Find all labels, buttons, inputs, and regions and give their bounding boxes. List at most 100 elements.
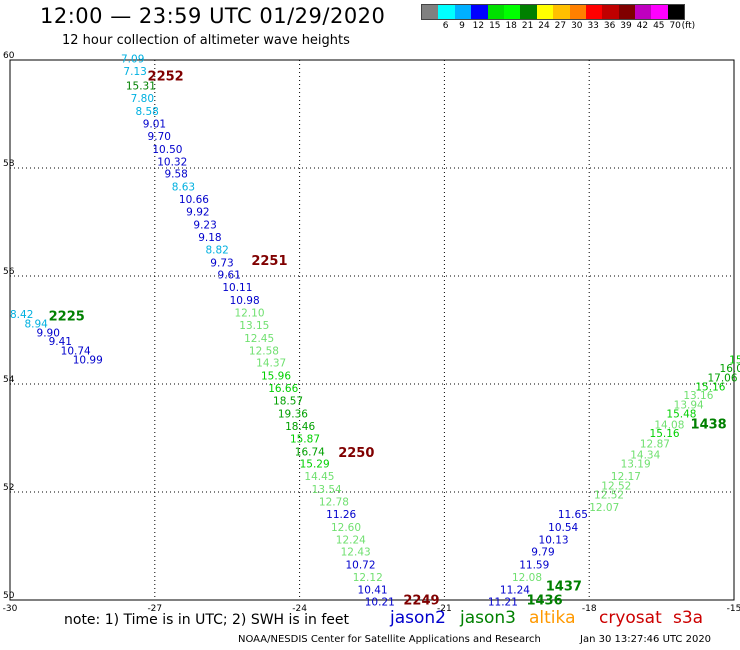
wave-height-label: 10.13 (539, 534, 569, 546)
wave-height-label: 10.41 (358, 585, 388, 597)
wave-height-label: 12.10 (234, 308, 264, 320)
wave-height-label: 12.12 (353, 572, 383, 584)
y-tick-label: 50 (3, 591, 15, 601)
wave-height-label: 10.98 (230, 295, 260, 307)
wave-height-label: 18.57 (273, 396, 303, 408)
legend-swatch (585, 5, 603, 19)
legend-label: 12 (472, 21, 485, 31)
wave-height-label: 12.08 (512, 572, 542, 584)
wave-height-label: 9.70 (148, 131, 171, 143)
y-tick-label: 54 (3, 375, 15, 385)
wave-height-label: 12.07 (589, 502, 619, 514)
wave-height-label: 12.43 (341, 547, 371, 559)
wave-height-label: 14.45 (304, 471, 334, 483)
wave-height-label: 12.52 (594, 489, 624, 501)
wave-height-label: 9.79 (531, 547, 554, 559)
pass-number-label: 1437 (546, 579, 582, 594)
legend-swatch (569, 5, 586, 19)
color-legend-labels: 6 9 12 15 18 21 24 27 30 33 36 39 42 45 70 (ft) (421, 21, 740, 35)
legend-label: 33 (587, 21, 599, 31)
wave-height-label: 10.50 (152, 144, 182, 156)
satellite-name: altika (529, 608, 576, 628)
pass-number-label: 1438 (691, 417, 727, 432)
wave-height-label: 10.54 (548, 522, 578, 534)
pass-number-label: 1436 (526, 593, 562, 608)
wave-height-label: 15.16 (650, 428, 680, 440)
legend-swatch (618, 5, 636, 19)
wave-height-label: 10.32 (157, 156, 187, 168)
wave-height-label: 12.87 (640, 439, 670, 451)
wave-height-label: 11.24 (500, 585, 530, 597)
wave-height-label: 11.59 (519, 560, 549, 572)
wave-height-label: 13.54 (312, 484, 342, 496)
wave-height-label: 15.96 (261, 371, 291, 383)
wave-height-label: 9.58 (164, 169, 187, 181)
x-tick-label: -24 (292, 604, 307, 614)
wave-height-label: 19.36 (278, 408, 308, 420)
wave-height-label: 15.48 (666, 408, 696, 420)
wave-height-label: 12.78 (319, 497, 349, 509)
wave-height-label: 9.90 (37, 327, 60, 339)
legend-swatch (454, 5, 472, 19)
legend-swatch (471, 5, 488, 19)
y-tick-label: 60 (3, 51, 15, 61)
wave-height-label: 16.74 (295, 446, 325, 458)
legend-swatch (651, 5, 668, 19)
legend-swatch (635, 5, 652, 19)
chart-title: 12:00 — 23:59 UTC 01/29/2020 (40, 4, 386, 28)
wave-height-label: 15.29 (300, 459, 330, 471)
wave-height-label: 13.15 (239, 320, 269, 332)
wave-height-label: 7.80 (131, 93, 154, 105)
pass-number-label: 2225 (49, 309, 85, 324)
wave-height-label: 9.92 (186, 207, 209, 219)
legend-label: 30 (571, 21, 583, 31)
wave-height-label: 8.63 (172, 182, 195, 194)
legend-label: 36 (603, 21, 616, 31)
legend-swatch (602, 5, 619, 19)
x-tick-label: -21 (437, 604, 452, 614)
wave-height-label: 11.65 (558, 509, 588, 521)
chart-subtitle: 12 hour collection of altimeter wave hei… (62, 33, 350, 48)
wave-height-label: 8.94 (24, 318, 48, 330)
wave-height-label: 9.41 (49, 336, 72, 348)
wave-height-label: 14.34 (630, 450, 660, 462)
wave-height-label: 10.74 (61, 345, 91, 357)
wave-height-label: 18.46 (285, 421, 315, 433)
legend-label: 9 (459, 21, 465, 31)
wave-height-label: 11.21 (488, 596, 518, 608)
wave-height-label: 14.37 (256, 358, 286, 370)
wave-height-label: 13.94 (674, 399, 704, 411)
legend-label: 24 (538, 21, 550, 31)
wave-height-label: 13.19 (621, 459, 651, 471)
wave-height-label: 9.61 (218, 270, 241, 282)
wave-height-label: 9.73 (210, 257, 233, 269)
legend-label: 21 (521, 21, 534, 31)
wave-height-label: 16.07 (720, 363, 740, 375)
x-tick-label: -15 (727, 604, 740, 614)
wave-height-label: 8.58 (135, 106, 158, 118)
x-tick-label: -18 (582, 604, 597, 614)
legend-swatch (503, 5, 521, 19)
legend-unit: (ft) (681, 21, 696, 31)
x-tick-label: -30 (3, 604, 18, 614)
wave-height-label: 7.09 (121, 54, 144, 66)
legend-label: 15 (489, 21, 501, 31)
wave-height-label: 9.01 (143, 119, 166, 131)
legend-swatch (487, 5, 504, 19)
y-tick-label: 52 (3, 483, 14, 493)
legend-swatch (422, 5, 439, 19)
wave-height-label: 9.18 (198, 232, 221, 244)
wave-height-label: 11.26 (326, 509, 356, 521)
wave-height-label: 13.16 (683, 390, 713, 402)
wave-height-label: 15.87 (290, 433, 320, 445)
wave-height-label: 10.66 (179, 194, 209, 206)
wave-height-label: 15.31 (126, 81, 156, 93)
legend-label: 27 (554, 21, 567, 31)
y-tick-label: 56 (3, 267, 15, 277)
satellite-name: s3a (673, 608, 704, 628)
wave-height-label: 12.45 (244, 333, 274, 345)
timestamp-text: Jan 30 13:27:46 UTC 2020 (580, 634, 712, 645)
pass-number-label: 2250 (338, 446, 374, 461)
wave-height-label: 14.08 (654, 419, 684, 431)
satellite-name: jason3 (460, 608, 516, 628)
